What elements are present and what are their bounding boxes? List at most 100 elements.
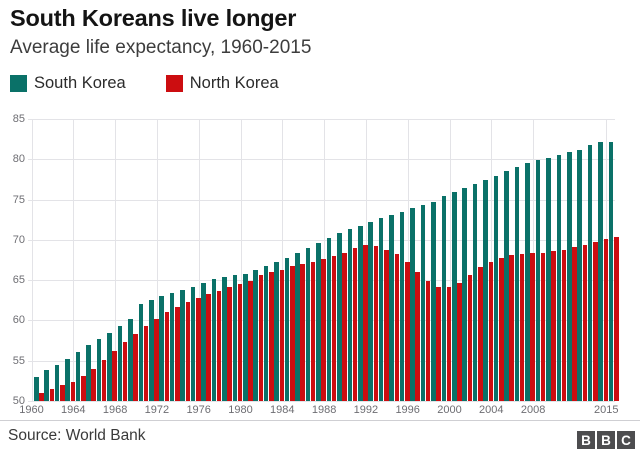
grid-line-vertical (73, 119, 75, 401)
x-axis-tick-label: 1988 (311, 404, 337, 416)
x-axis-tick-label: 2008 (520, 404, 546, 416)
bar-south-korea-1982 (263, 265, 269, 401)
bar-south-korea-1974 (180, 289, 185, 401)
bar-north-korea-1998 (436, 286, 441, 401)
bar-north-korea-1979 (237, 284, 243, 401)
bar-north-korea-1999 (446, 287, 452, 401)
bar-south-korea-1965 (86, 345, 91, 401)
grid-line-horizontal (28, 239, 615, 241)
bar-north-korea-1978 (227, 287, 232, 401)
bar-north-korea-1972 (164, 312, 170, 401)
grid-line-vertical (198, 119, 200, 401)
bar-north-korea-1980 (248, 280, 253, 401)
grid-line-vertical (240, 119, 242, 401)
x-axis-tick-label: 2000 (437, 404, 462, 416)
bar-north-korea-1965 (91, 368, 97, 401)
legend-item-north-korea: North Korea (165, 74, 279, 93)
bar-north-korea-1963 (70, 381, 76, 401)
bar-south-korea-1999 (441, 196, 447, 401)
grid-line-horizontal (28, 199, 615, 201)
south-korea-color-swatch (10, 75, 27, 92)
bar-south-korea-1998 (431, 201, 436, 401)
bar-north-korea-1981 (258, 275, 264, 401)
bar-north-korea-2007 (530, 252, 535, 401)
bar-south-korea-1970 (138, 304, 144, 401)
bar-south-korea-1968 (117, 326, 123, 401)
bar-north-korea-1992 (373, 246, 379, 401)
bar-south-korea-1995 (399, 212, 405, 401)
grid-line-vertical (407, 119, 409, 401)
grid-line-horizontal (28, 119, 615, 120)
bar-north-korea-1961 (49, 388, 55, 401)
bar-north-korea-1986 (310, 261, 316, 401)
bar-north-korea-1975 (195, 297, 201, 401)
bar-south-korea-2002 (472, 184, 478, 401)
bar-north-korea-1988 (331, 255, 337, 401)
bar-south-korea-1973 (169, 293, 175, 401)
bar-north-korea-2003 (488, 262, 494, 401)
bar-south-korea-1984 (284, 257, 290, 401)
bar-north-korea-1977 (216, 290, 222, 401)
bar-north-korea-1982 (269, 272, 274, 401)
y-axis-tick-label: 60 (12, 314, 25, 327)
bar-north-korea-1983 (279, 269, 285, 401)
bar-south-korea-1979 (232, 275, 238, 401)
grid-line-vertical (491, 119, 493, 401)
bar-south-korea-1996 (410, 208, 415, 401)
bar-south-korea-1985 (295, 252, 300, 401)
bar-south-korea-1997 (420, 205, 426, 401)
page-title: South Koreans live longer (10, 5, 297, 31)
bar-north-korea-2005 (509, 255, 515, 401)
bar-south-korea-2006 (514, 167, 520, 401)
bar-south-korea-1988 (326, 238, 332, 401)
bar-north-korea-2004 (499, 258, 504, 401)
x-axis-tick-label: 1976 (186, 404, 211, 416)
bar-south-korea-1987 (316, 243, 321, 401)
bar-south-korea-2004 (493, 176, 499, 401)
bar-south-korea-1981 (253, 269, 259, 401)
bar-north-korea-2013 (593, 242, 598, 401)
bar-north-korea-1973 (175, 306, 180, 401)
bar-south-korea-2005 (504, 171, 509, 401)
bbc-logo: B B C (575, 431, 635, 449)
bar-south-korea-1994 (389, 214, 394, 401)
north-korea-color-swatch (165, 75, 183, 92)
y-axis-tick-label: 70 (12, 233, 25, 246)
bar-north-korea-1969 (133, 334, 138, 401)
bar-south-korea-2015 (608, 141, 614, 401)
bar-south-korea-1976 (201, 282, 206, 401)
bar-north-korea-2015 (613, 236, 619, 401)
bar-north-korea-1964 (81, 376, 86, 401)
bar-north-korea-1962 (60, 384, 65, 401)
y-axis-tick-label: 65 (12, 274, 25, 287)
x-axis-tick-label: 1984 (270, 404, 295, 416)
bbc-logo-block-b2: B (597, 431, 615, 449)
bar-north-korea-1976 (206, 293, 211, 401)
legend-label-south-korea: South Korea (34, 74, 126, 92)
bar-north-korea-1960 (39, 392, 44, 401)
x-axis-tick-label: 1968 (102, 404, 128, 416)
bar-north-korea-1968 (122, 342, 128, 401)
bar-north-korea-1974 (185, 301, 191, 401)
bar-north-korea-2012 (582, 244, 588, 401)
bar-south-korea-1978 (222, 276, 227, 401)
bar-north-korea-2002 (478, 267, 483, 401)
bar-north-korea-2006 (519, 253, 525, 401)
bar-north-korea-1967 (112, 351, 117, 401)
x-axis-tick-label: 1996 (395, 404, 420, 416)
grid-line-vertical (156, 119, 158, 401)
bar-south-korea-2010 (556, 155, 562, 401)
x-axis-tick-label: 1992 (353, 404, 379, 416)
bar-south-korea-1969 (128, 318, 133, 401)
bar-south-korea-1961 (44, 370, 50, 401)
bar-south-korea-2012 (577, 149, 582, 401)
y-axis-tick-label: 85 (12, 113, 25, 125)
page-subtitle: Average life expectancy, 1960-2015 (10, 37, 312, 58)
y-axis-tick-label: 55 (12, 354, 25, 367)
bar-south-korea-1963 (65, 359, 70, 401)
grid-line-vertical (31, 119, 33, 401)
bar-south-korea-2013 (587, 144, 593, 401)
grid-line-vertical (282, 119, 284, 401)
grid-line-vertical (449, 119, 451, 401)
